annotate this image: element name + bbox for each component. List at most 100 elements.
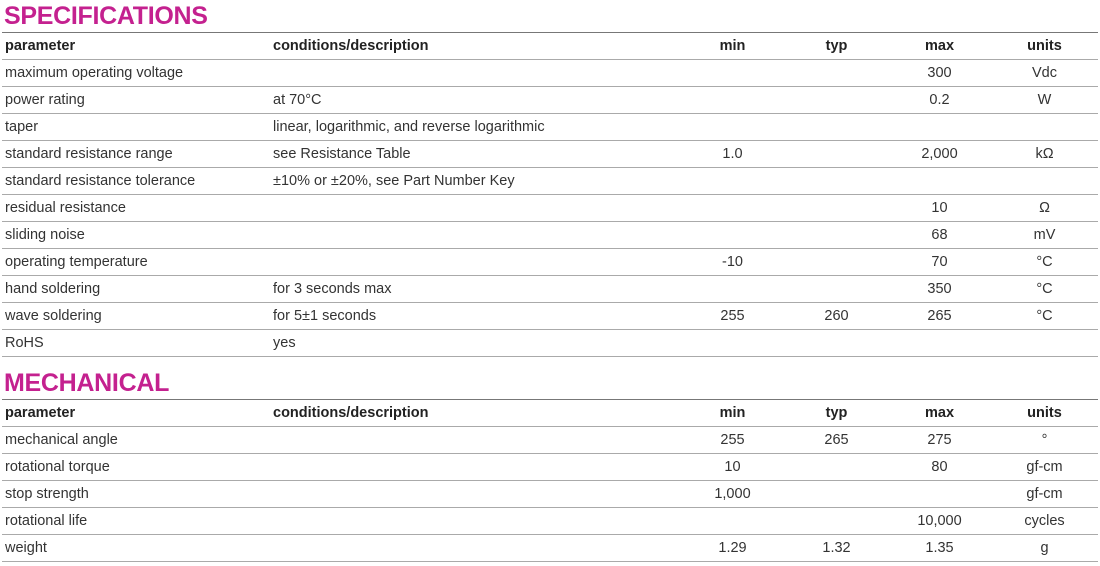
column-header: typ (785, 399, 888, 427)
table-row: hand soldering for 3 seconds max 350 °C (2, 275, 1098, 303)
table-row: weight 1.29 1.32 1.35 g (2, 534, 1098, 562)
table-cell: g (991, 534, 1098, 562)
table-cell: W (991, 86, 1098, 114)
table-row: wave soldering for 5±1 seconds 255 260 265 °C (2, 302, 1098, 330)
table-row: standard resistance range see Resistance … (2, 140, 1098, 168)
table-cell (270, 221, 680, 249)
table-cell: stop strength (2, 480, 270, 508)
table-row: rotational torque 10 80 gf-cm (2, 453, 1098, 481)
table-cell (785, 329, 888, 357)
table-cell: linear, logarithmic, and reverse logarit… (270, 113, 680, 141)
table-cell: 350 (888, 275, 991, 303)
table-cell: 265 (785, 426, 888, 454)
table-cell: 255 (680, 426, 785, 454)
table-cell: ±10% or ±20%, see Part Number Key (270, 167, 680, 195)
table-cell (888, 167, 991, 195)
table-cell: 1.32 (785, 534, 888, 562)
header-row: parameter conditions/description min typ max… (2, 399, 1098, 427)
table-cell: 1,000 (680, 480, 785, 508)
table-cell (785, 167, 888, 195)
table-cell: 300 (888, 59, 991, 87)
table-row: maximum operating voltage 300 Vdc (2, 59, 1098, 87)
table-cell (785, 140, 888, 168)
table-cell: 68 (888, 221, 991, 249)
table-row: standard resistance tolerance ±10% or ±20… (2, 167, 1098, 195)
table-cell: 70 (888, 248, 991, 276)
table-cell (785, 194, 888, 222)
table-cell (680, 329, 785, 357)
column-header: typ (785, 32, 888, 60)
table-cell: yes (270, 329, 680, 357)
spec-table: parameter conditions/description min typ max… (2, 32, 1098, 357)
table-cell: mV (991, 221, 1098, 249)
table-cell: 2,000 (888, 140, 991, 168)
table-cell (680, 275, 785, 303)
table-cell: rotational life (2, 507, 270, 535)
table-cell: °C (991, 248, 1098, 276)
table-cell: 10 (888, 194, 991, 222)
table-cell: 10,000 (888, 507, 991, 535)
table-cell: 1.29 (680, 534, 785, 562)
table-cell (888, 113, 991, 141)
table-cell: -10 (680, 248, 785, 276)
table-cell (270, 194, 680, 222)
table-cell (785, 480, 888, 508)
table-cell (270, 453, 680, 481)
table-cell (680, 113, 785, 141)
section: SPECIFICATIONS parameter conditions/descri… (2, 2, 1098, 357)
table-cell (991, 167, 1098, 195)
table-cell (270, 426, 680, 454)
table-cell: taper (2, 113, 270, 141)
table-cell: residual resistance (2, 194, 270, 222)
table-cell: Vdc (991, 59, 1098, 87)
table-cell: ° (991, 426, 1098, 454)
table-row: operating temperature -10 70 °C (2, 248, 1098, 276)
table-row: sliding noise 68 mV (2, 221, 1098, 249)
table-cell: 260 (785, 302, 888, 330)
section-title: SPECIFICATIONS (4, 2, 208, 30)
column-header: max (888, 399, 991, 427)
table-cell: for 5±1 seconds (270, 302, 680, 330)
table-cell (785, 507, 888, 535)
table-cell (270, 480, 680, 508)
table-row: power rating at 70°C 0.2 W (2, 86, 1098, 114)
table-cell (785, 113, 888, 141)
table-cell (680, 194, 785, 222)
table-cell (680, 507, 785, 535)
table-cell: 265 (888, 302, 991, 330)
table-cell: operating temperature (2, 248, 270, 276)
spec-table: parameter conditions/description min typ max… (2, 399, 1098, 562)
table-cell: cycles (991, 507, 1098, 535)
table-cell: wave soldering (2, 302, 270, 330)
table-cell: maximum operating voltage (2, 59, 270, 87)
table-cell (270, 507, 680, 535)
table-cell: rotational torque (2, 453, 270, 481)
table-cell: 1.0 (680, 140, 785, 168)
table-cell (785, 86, 888, 114)
table-cell (785, 59, 888, 87)
table-cell: gf-cm (991, 453, 1098, 481)
table-cell: power rating (2, 86, 270, 114)
table-cell (680, 221, 785, 249)
table-cell (785, 275, 888, 303)
table-row: stop strength 1,000 gf-cm (2, 480, 1098, 508)
table-row: taper linear, logarithmic, and reverse lo… (2, 113, 1098, 141)
table-cell: gf-cm (991, 480, 1098, 508)
table-cell (270, 534, 680, 562)
table-cell (785, 221, 888, 249)
column-header: parameter (2, 32, 270, 60)
column-header: min (680, 32, 785, 60)
table-cell: hand soldering (2, 275, 270, 303)
section: MECHANICAL parameter conditions/descriptio… (0, 357, 1100, 562)
table-cell: see Resistance Table (270, 140, 680, 168)
table-cell (270, 59, 680, 87)
section-title: MECHANICAL (4, 369, 170, 397)
table-cell: standard resistance tolerance (2, 167, 270, 195)
table-cell: 1.35 (888, 534, 991, 562)
header-row: parameter conditions/description min typ max… (2, 32, 1098, 60)
table-cell: 275 (888, 426, 991, 454)
table-cell: for 3 seconds max (270, 275, 680, 303)
table-row: residual resistance 10 Ω (2, 194, 1098, 222)
column-header: units (991, 32, 1098, 60)
